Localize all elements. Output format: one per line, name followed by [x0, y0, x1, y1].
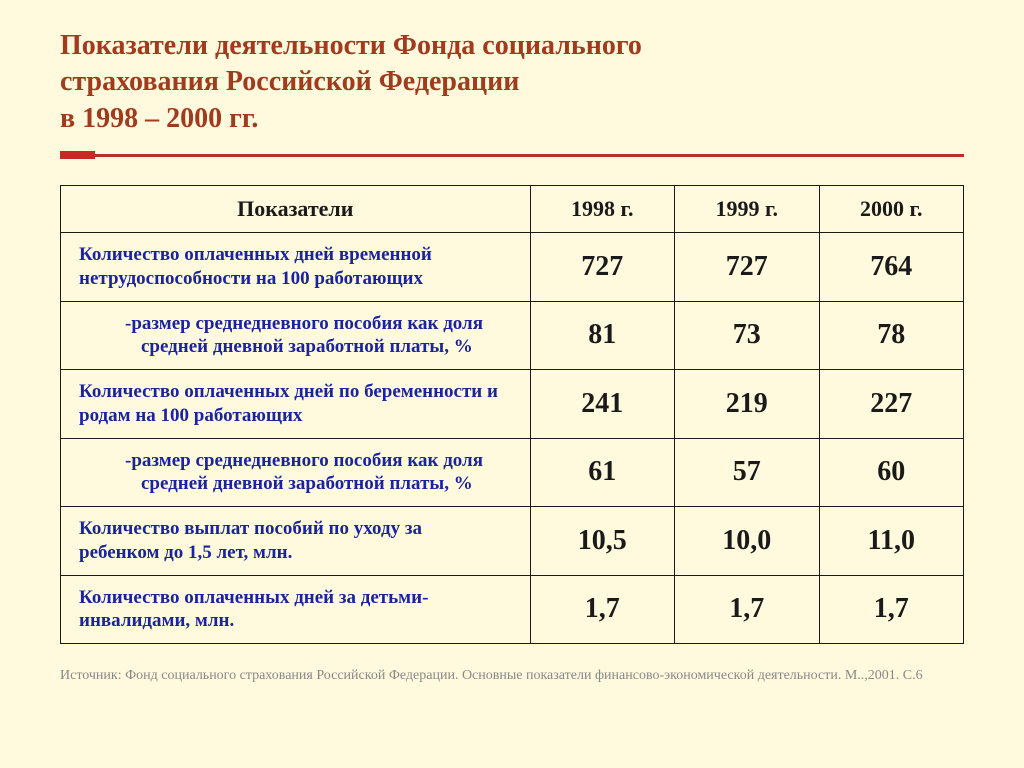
indicator-label: -размер среднедневного пособия как доля … — [61, 301, 531, 370]
value-cell: 61 — [530, 438, 674, 507]
table-body: Количество оплаченных дней временной нет… — [61, 233, 964, 644]
header-1998: 1998 г. — [530, 186, 674, 233]
value-cell: 1,7 — [675, 575, 819, 644]
title-line-2: страхования Российской Федерации — [60, 66, 519, 97]
value-cell: 10,5 — [530, 507, 674, 576]
header-1999: 1999 г. — [675, 186, 819, 233]
indicators-table: Показатели 1998 г. 1999 г. 2000 г. Колич… — [60, 185, 964, 644]
table-row: Количество выплат пособий по уходу за ре… — [61, 507, 964, 576]
underline-line — [95, 154, 964, 157]
indicator-label: Количество оплаченных дней временной нет… — [61, 233, 531, 302]
value-cell: 241 — [530, 370, 674, 439]
value-cell: 727 — [675, 233, 819, 302]
source-citation: Источник: Фонд социального страхования Р… — [60, 666, 964, 686]
slide-title: Показатели деятельности Фонда социальног… — [60, 28, 964, 137]
table-row: -размер среднедневного пособия как доля … — [61, 301, 964, 370]
value-cell: 11,0 — [819, 507, 964, 576]
table-header-row: Показатели 1998 г. 1999 г. 2000 г. — [61, 186, 964, 233]
table-row: -размер среднедневного пособия как доля … — [61, 438, 964, 507]
underline-block — [60, 151, 95, 159]
title-line-1: Показатели деятельности Фонда социальног… — [60, 30, 642, 61]
value-cell: 60 — [819, 438, 964, 507]
value-cell: 1,7 — [819, 575, 964, 644]
indicator-label: -размер среднедневного пособия как доля … — [61, 438, 531, 507]
value-cell: 727 — [530, 233, 674, 302]
indicator-label: Количество оплаченных дней за детьми-инв… — [61, 575, 531, 644]
title-line-3: в 1998 – 2000 гг. — [60, 103, 258, 134]
value-cell: 10,0 — [675, 507, 819, 576]
header-2000: 2000 г. — [819, 186, 964, 233]
value-cell: 1,7 — [530, 575, 674, 644]
value-cell: 764 — [819, 233, 964, 302]
header-indicators: Показатели — [61, 186, 531, 233]
value-cell: 73 — [675, 301, 819, 370]
value-cell: 57 — [675, 438, 819, 507]
table-row: Количество оплаченных дней временной нет… — [61, 233, 964, 302]
title-underline — [60, 151, 964, 159]
indicator-label: Количество выплат пособий по уходу за ре… — [61, 507, 531, 576]
value-cell: 78 — [819, 301, 964, 370]
value-cell: 81 — [530, 301, 674, 370]
indicator-label: Количество оплаченных дней по беременнос… — [61, 370, 531, 439]
table-row: Количество оплаченных дней по беременнос… — [61, 370, 964, 439]
value-cell: 227 — [819, 370, 964, 439]
table-row: Количество оплаченных дней за детьми-инв… — [61, 575, 964, 644]
value-cell: 219 — [675, 370, 819, 439]
